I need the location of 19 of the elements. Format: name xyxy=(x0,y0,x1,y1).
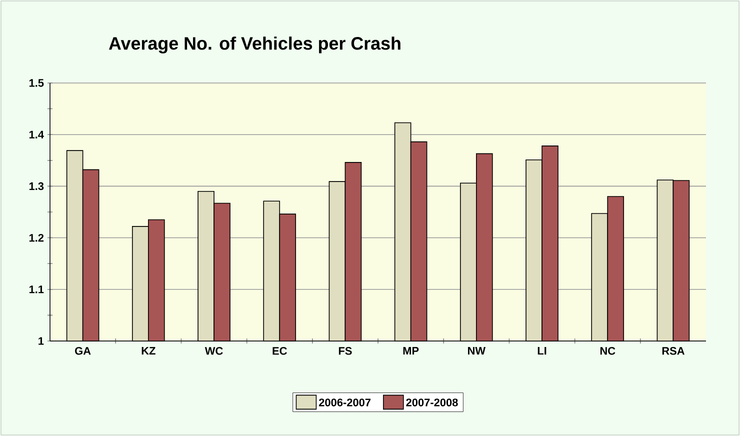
x-tick-label: LI xyxy=(538,347,546,355)
y-tick-label: 1.5 xyxy=(29,79,44,87)
chart-title: Average No. of Vehicles per Crash xyxy=(108,36,400,54)
y-tick-label: 1.4 xyxy=(29,130,44,138)
y-tick-label: 1.2 xyxy=(29,234,44,242)
x-tick-label: NW xyxy=(468,347,486,355)
y-tick-label: 1.3 xyxy=(29,182,44,190)
legend-label: 2007-2008 xyxy=(406,398,458,406)
x-tick-label: NC xyxy=(600,347,616,355)
x-tick-label: WC xyxy=(204,347,223,355)
x-tick-label: RSA xyxy=(662,347,684,355)
legend-label: 2006-2007 xyxy=(318,398,371,406)
x-tick-label: GA xyxy=(75,347,91,355)
x-tick-label: EC xyxy=(272,347,287,355)
x-tick-label: KZ xyxy=(142,347,156,355)
y-tick-label: 1 xyxy=(38,337,44,345)
y-tick-label: 1.1 xyxy=(29,286,44,294)
x-tick-label: MP xyxy=(403,347,419,355)
x-tick-label: FS xyxy=(338,347,352,355)
